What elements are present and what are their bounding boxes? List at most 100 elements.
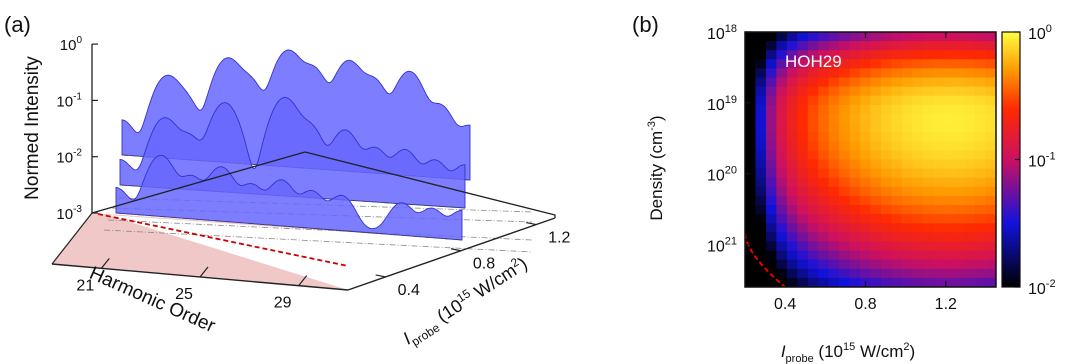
heatmap-frame	[744, 31, 997, 288]
ztick-label: 0.8	[473, 256, 495, 273]
heatmap-cell	[745, 177, 757, 188]
heatmap-cell	[880, 250, 893, 261]
heatmap-cell	[818, 150, 830, 161]
heatmap-cell	[943, 104, 955, 115]
heatmap-cell	[933, 250, 945, 261]
heatmap-cell	[849, 113, 861, 124]
heatmap-cell	[776, 95, 788, 106]
heatmap-cell	[891, 41, 903, 51]
heatmap-cell	[755, 195, 767, 206]
heatmap-cell	[985, 150, 996, 161]
heatmap-cell	[880, 186, 893, 197]
heatmap-cell	[901, 159, 913, 170]
heatmap-cell	[870, 250, 882, 261]
heatmap-cell	[776, 41, 788, 51]
heatmap-cell	[797, 132, 809, 142]
heatmap-cell	[860, 259, 872, 270]
heatmap-cell	[943, 259, 955, 270]
grid-line	[103, 229, 533, 253]
heatmap-cell	[776, 150, 788, 161]
heatmap-cell	[839, 141, 851, 151]
back-edge	[304, 151, 556, 218]
panel-b-ylabel: Density (cm-3)	[646, 115, 666, 220]
ztick-label: 0.4	[398, 282, 420, 299]
heatmap-cell	[839, 177, 851, 188]
heatmap-cell	[745, 223, 757, 233]
ytick-label: 10-1	[56, 91, 82, 110]
heatmap-cell	[975, 86, 987, 97]
heatmap-cell	[807, 177, 819, 188]
heatmap-cell	[849, 150, 861, 161]
heatmap-cell	[964, 32, 976, 42]
heatmap-cell	[912, 59, 924, 70]
heatmap-cell	[786, 168, 798, 179]
heatmap-cell	[828, 205, 840, 215]
heatmap-cell	[954, 141, 966, 151]
heatmap-cell	[933, 41, 945, 51]
heatmap-cell	[912, 132, 924, 142]
heatmap-cell	[807, 186, 819, 197]
heatmap-cell	[964, 86, 976, 97]
heatmap-cell	[745, 77, 757, 88]
heatmap-cell	[797, 223, 809, 233]
heatmap-cell	[860, 159, 872, 170]
xtick-mark	[100, 257, 110, 269]
heatmap-cell	[922, 186, 934, 197]
intensity-axis	[347, 217, 556, 291]
heatmap-cell	[755, 132, 767, 142]
heatmap-cell	[818, 277, 830, 287]
heatmap-cell	[776, 86, 788, 97]
heatmap-cell	[922, 232, 934, 243]
heatmap-cell	[933, 150, 945, 161]
heatmap-cell	[860, 132, 872, 142]
heatmap-cell	[870, 132, 882, 142]
heatmap-cell	[891, 150, 903, 161]
heatmap-cell	[922, 168, 934, 179]
heatmap-cell	[849, 123, 861, 133]
heatmap-cell	[964, 41, 976, 51]
heatmap-cell	[755, 268, 767, 279]
heatmap-cell	[901, 223, 913, 233]
heatmap-cell	[828, 214, 840, 224]
heatmap-cell	[828, 241, 840, 252]
heatmap-cell	[818, 132, 830, 142]
heatmap-cell	[765, 168, 777, 179]
heatmap-cell	[870, 259, 882, 270]
heatmap-cell	[839, 150, 851, 161]
xtick-label: 21	[76, 277, 94, 294]
heatmap-cell	[901, 205, 913, 215]
ytick-label: 10-3	[56, 204, 82, 223]
heatmap-cell	[922, 50, 934, 60]
heatmap-cell	[765, 150, 777, 161]
heatmap-cell	[870, 50, 882, 60]
heatmap-cell	[964, 77, 976, 88]
heatmap-cell	[985, 86, 996, 97]
heatmap-cell	[891, 132, 903, 142]
heatmap-cell	[933, 168, 945, 179]
heatmap-cells	[745, 32, 996, 287]
heatmap-cell	[849, 141, 861, 151]
heatmap-cell	[797, 177, 809, 188]
heatmap-cell	[745, 277, 757, 287]
heatmap-cell	[807, 59, 819, 70]
xtick-label: 1.2	[935, 296, 957, 313]
heatmap-cell	[765, 77, 777, 88]
heatmap-cell	[828, 168, 840, 179]
heatmap-cell	[839, 123, 851, 133]
heatmap-cell	[880, 259, 893, 270]
heatmap-cell	[849, 50, 861, 60]
heatmap-cell	[891, 59, 903, 70]
heatmap-cell	[786, 41, 798, 51]
heatmap-cell	[912, 141, 924, 151]
heatmap-cell	[745, 86, 757, 97]
heatmap-cell	[964, 50, 976, 60]
heatmap-cell	[745, 113, 757, 124]
heatmap-cell	[828, 195, 840, 206]
heatmap-cell	[880, 168, 893, 179]
heatmap-cell	[839, 241, 851, 252]
heatmap-cell	[776, 250, 788, 261]
heatmap-cell	[880, 150, 893, 161]
heatmap-cell	[786, 205, 798, 215]
heatmap-cell	[870, 277, 882, 287]
